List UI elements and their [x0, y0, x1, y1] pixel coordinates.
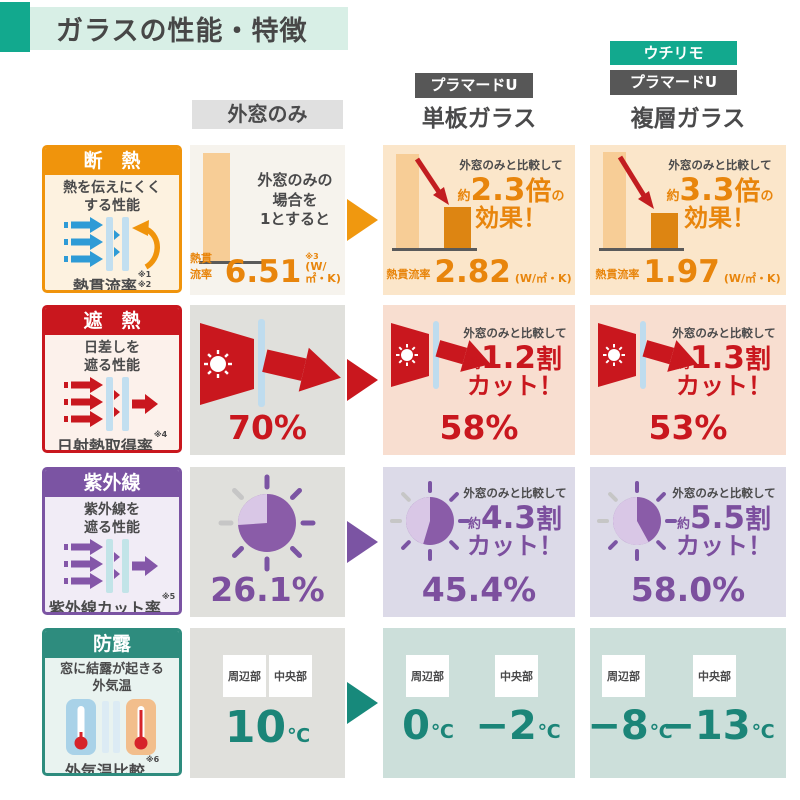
shading-single-compare: 外窓のみと比較して 約1.2割 カット！ — [463, 326, 567, 400]
flow-arrow-condensation — [347, 682, 378, 724]
edge-label: 周辺部 — [223, 655, 266, 697]
insulation-metric-label: 熱貫流率 — [72, 277, 137, 293]
brand-badge-uchirimo: ウチリモ — [610, 41, 737, 65]
uv-block-icon — [64, 539, 158, 594]
insulation-outer-panel: 外窓のみの 場合を 1とすると 熱貫流率 6.51 ※3 (W/㎡・K) — [190, 145, 345, 295]
insulation-double-drop-arrow — [617, 155, 654, 209]
condensation-metric-footnotes: ※6 — [145, 754, 160, 764]
uv-outer-panel: 26.1% — [190, 467, 345, 617]
condensation-double-panel: 周辺部 中央部 −8 ℃ −13 ℃ — [587, 628, 786, 778]
shading-outer-sun-arrow — [200, 319, 341, 407]
brand-badge-plamard-u-single: プラマードU — [415, 73, 533, 98]
condensation-description: 窓に結露が起きる 外気温 — [60, 662, 164, 694]
shading-double-panel: 外窓のみと比較して 約1.3割 カット！ 53% — [590, 305, 786, 455]
condensation-single-edge-temp: 0 ℃ — [402, 703, 454, 749]
condensation-single-center-temp: −2 ℃ — [475, 703, 561, 749]
feature-card-condensation: 防露 窓に結露が起きる 外気温 外気温比較 ※6 — [42, 628, 182, 776]
insulation-single-compare: 外窓のみと比較して 約2.3倍の 効果！ — [457, 158, 565, 232]
center-label: 中央部 — [495, 655, 538, 697]
insulation-title: 断 熱 — [45, 148, 179, 175]
shading-metric-label: 日射熱取得率 — [56, 437, 153, 453]
uv-metric-label: 紫外線カット率 — [48, 599, 161, 615]
feature-card-shading: 遮 熱 日差しを 遮る性能 日射熱取得率 ※4 — [42, 305, 182, 453]
insulation-heat-flow-icon — [64, 217, 160, 272]
center-label: 中央部 — [269, 655, 312, 697]
uv-single-panel: 外窓のみと比較して 約4.3割 カット！ 45.4% — [383, 467, 575, 617]
shading-sun-block-icon — [64, 377, 158, 432]
flow-arrow-uv — [347, 521, 378, 563]
title-bar — [30, 7, 348, 50]
condensation-title: 防露 — [45, 631, 179, 658]
insulation-outer-bar — [203, 153, 230, 261]
uv-double-sun-pie — [597, 481, 677, 561]
feature-card-uv: 紫外線 紫外線を 遮る性能 紫外線カット率 ※5 — [42, 467, 182, 615]
shading-outer-panel: 70% — [190, 305, 345, 455]
center-label: 中央部 — [693, 655, 736, 697]
uv-double-value: 58.0% — [630, 570, 746, 609]
shading-double-value: 53% — [648, 408, 728, 447]
insulation-double-compare: 外窓のみと比較して 約3.3倍の 効果！ — [666, 158, 774, 232]
condensation-thermometer-icon — [66, 698, 156, 755]
uv-single-sun-pie — [390, 481, 470, 561]
uv-outer-value: 26.1% — [210, 570, 325, 609]
condensation-double-edge-temp: −8 ℃ — [587, 703, 673, 749]
insulation-single-value: 熱貫流率 2.82 (W/㎡・K) — [386, 254, 572, 291]
shading-outer-value: 70% — [228, 408, 307, 447]
brand-badge-plamard-u-double: プラマードU — [610, 70, 737, 95]
uv-outer-sun-pie — [218, 474, 316, 572]
shading-title: 遮 熱 — [45, 308, 179, 335]
condensation-double-center-temp: −13 ℃ — [661, 703, 775, 749]
uv-title: 紫外線 — [45, 470, 179, 497]
uv-metric-footnotes: ※5 — [161, 592, 176, 602]
shading-single-sun-arrow — [391, 321, 491, 389]
insulation-double-panel: 外窓のみと比較して 約3.3倍の 効果！ 熱貫流率 1.97 (W/㎡・K) — [590, 145, 786, 295]
uv-single-value: 45.4% — [421, 570, 537, 609]
uv-double-panel: 外窓のみと比較して 約5.5割 カット！ 58.0% — [590, 467, 786, 617]
feature-card-insulation: 断 熱 熱を伝えにくく する性能 熱貫流率 ※1 ※2 — [42, 145, 182, 293]
flow-arrow-insulation — [347, 199, 378, 241]
shading-double-sun-arrow — [598, 321, 698, 389]
condensation-outer-temp: 10 ℃ — [224, 702, 311, 753]
uv-description: 紫外線を 遮る性能 — [84, 502, 140, 537]
flow-arrow-shading — [347, 359, 378, 401]
condensation-single-panel: 周辺部 中央部 0 ℃ −2 ℃ — [383, 628, 575, 778]
column-header-outer-only: 外窓のみ — [192, 100, 343, 129]
insulation-outer-note: 外窓のみの 場合を 1とすると — [257, 171, 333, 228]
insulation-single-panel: 外窓のみと比較して 約2.3倍の 効果！ 熱貫流率 2.82 (W/㎡・K) — [383, 145, 575, 295]
condensation-metric-label: 外気温比較 — [64, 761, 145, 776]
insulation-metric-footnotes: ※1 ※2 — [137, 270, 152, 289]
uv-single-compare: 外窓のみと比較して 約4.3割 カット！ — [463, 486, 567, 560]
edge-label: 周辺部 — [406, 655, 449, 697]
insulation-single-drop-arrow — [414, 157, 449, 205]
title-accent-square — [0, 2, 30, 52]
condensation-outer-panel: 周辺部 中央部 10 ℃ — [190, 628, 345, 778]
shading-double-compare: 外窓のみと比較して 約1.3割 カット！ — [672, 326, 776, 400]
shading-single-value: 58% — [439, 408, 519, 447]
column-header-double-glass: 複層ガラス — [630, 106, 746, 132]
insulation-double-value: 熱貫流率 1.97 (W/㎡・K) — [595, 254, 781, 291]
page-title: ガラスの性能・特徴 — [56, 16, 308, 47]
shading-metric-footnotes: ※4 — [153, 430, 168, 440]
uv-double-compare: 外窓のみと比較して 約5.5割 カット！ — [672, 486, 776, 560]
shading-description: 日差しを 遮る性能 — [84, 340, 140, 375]
insulation-outer-value: 熱貫流率 6.51 ※3 (W/㎡・K) — [190, 251, 341, 291]
edge-label: 周辺部 — [602, 655, 645, 697]
shading-single-panel: 外窓のみと比較して 約1.2割 カット！ 58% — [383, 305, 575, 455]
insulation-description: 熱を伝えにくく する性能 — [63, 180, 161, 215]
column-header-single-glass: 単板ガラス — [421, 106, 537, 132]
